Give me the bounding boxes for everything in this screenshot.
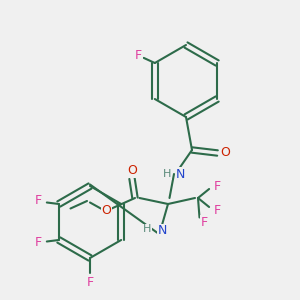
Text: F: F [200, 215, 208, 229]
Text: F: F [86, 275, 94, 289]
Text: O: O [102, 203, 111, 217]
Text: O: O [127, 164, 137, 178]
Text: F: F [34, 236, 41, 250]
Text: F: F [214, 179, 221, 193]
Text: H: H [143, 224, 152, 235]
Text: N: N [157, 224, 167, 238]
Text: N: N [175, 167, 185, 181]
Text: F: F [135, 49, 142, 62]
Text: F: F [214, 203, 221, 217]
Text: F: F [34, 194, 41, 208]
Text: H: H [163, 169, 171, 179]
Text: O: O [220, 146, 230, 160]
